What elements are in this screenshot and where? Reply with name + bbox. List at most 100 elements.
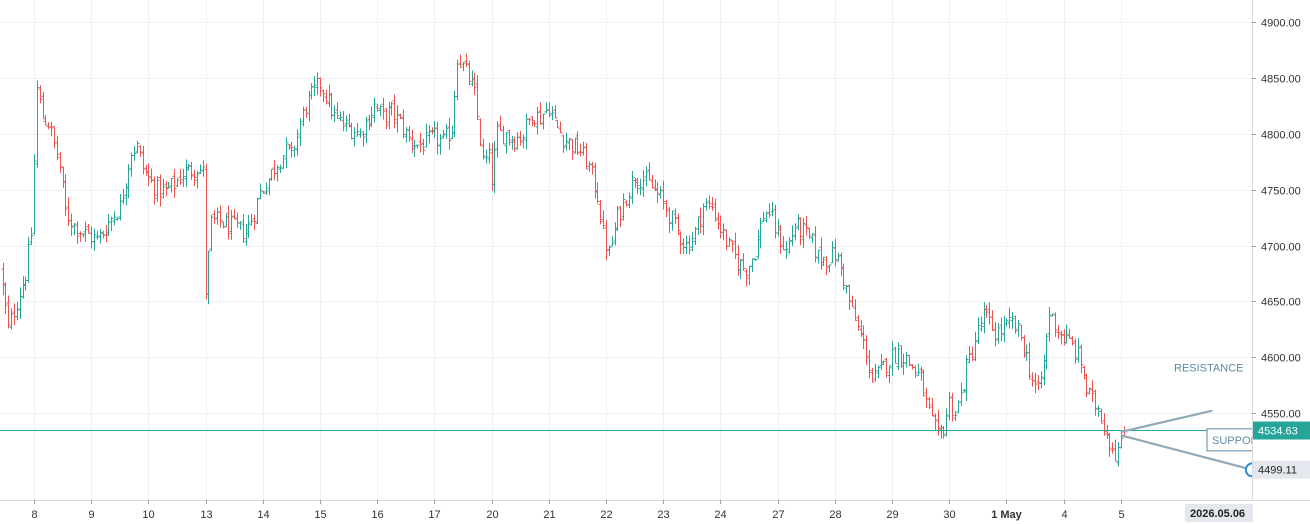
resistance-trendline[interactable] <box>1120 409 1213 433</box>
ohlc-bar <box>856 314 861 331</box>
ohlc-bar <box>6 295 11 329</box>
ohlc-bar <box>913 365 918 378</box>
ohlc-bar <box>833 238 838 267</box>
ohlc-bar <box>633 177 638 188</box>
ohlc-bar <box>507 129 512 146</box>
ohlc-bar <box>1050 313 1055 317</box>
ohlc-bar <box>212 210 217 224</box>
ohlc-bar <box>195 171 200 189</box>
ohlc-bar <box>181 168 186 187</box>
ohlc-bar <box>807 227 812 239</box>
support-label: SUPPORT <box>1212 435 1265 447</box>
ohlc-bar <box>184 159 189 187</box>
trendlines[interactable]: RESISTANCE SUPPORT <box>1120 363 1268 478</box>
x-tick-label: 27 <box>772 509 784 521</box>
ohlc-bar <box>166 181 171 189</box>
ohlc-bar <box>389 101 394 116</box>
ohlc-bar <box>375 103 380 112</box>
ohlc-bar <box>610 236 615 247</box>
ohlc-bar <box>435 121 440 155</box>
ohlc-bar <box>798 217 803 246</box>
ohlc-bar <box>438 134 443 155</box>
ohlc-bar <box>1059 330 1064 345</box>
ohlc-bar <box>512 136 517 152</box>
y-axis-panel[interactable] <box>1252 0 1310 500</box>
x-tick-label: 5 <box>1118 509 1124 521</box>
ohlc-bar <box>415 144 420 149</box>
ohlc-bar <box>944 408 949 437</box>
ohlc-bar <box>847 284 852 310</box>
ohlc-bar <box>990 310 995 332</box>
ohlc-bar <box>46 122 51 130</box>
ohlc-bar <box>372 97 377 123</box>
ohlc-bar <box>412 139 417 157</box>
ohlc-bar <box>378 104 383 117</box>
ohlc-bar <box>32 154 37 235</box>
ohlc-bar <box>26 236 31 283</box>
ohlc-bar <box>558 121 563 134</box>
x-tick-label: 9 <box>88 509 94 521</box>
ohlc-bar <box>844 285 849 294</box>
ohlc-bar <box>767 203 772 218</box>
ohlc-bar <box>1067 328 1072 339</box>
ohlc-bar <box>919 366 924 381</box>
ohlc-bar <box>927 397 932 409</box>
ohlc-bar <box>787 237 792 254</box>
ohlc-bar <box>730 240 735 253</box>
ohlc-bar <box>1036 374 1041 391</box>
ohlc-bar <box>575 131 580 155</box>
ohlc-bar <box>1107 432 1112 457</box>
ohlc-bar <box>395 105 400 133</box>
ohlc-bar <box>793 223 798 241</box>
ohlc-bar <box>146 163 151 187</box>
ohlc-bar <box>890 341 895 376</box>
ohlc-bar <box>604 220 609 261</box>
ohlc-bar <box>1002 315 1007 343</box>
ohlc-bar <box>984 304 989 318</box>
ohlc-bar <box>541 113 546 130</box>
ohlc-bar <box>49 121 54 137</box>
ohlc-bar <box>764 211 769 223</box>
ohlc-bar <box>821 256 826 266</box>
ohlc-bar <box>69 213 74 236</box>
ohlc-bar <box>1004 318 1009 327</box>
ohlc-bar <box>81 233 86 238</box>
ohlc-bar <box>189 161 194 180</box>
ohlc-bar <box>870 367 875 383</box>
ohlc-bar <box>432 120 437 138</box>
ohlc-bar <box>979 316 984 332</box>
ohlc-bar <box>221 221 226 229</box>
ohlc-bar <box>973 331 978 362</box>
ohlc-bar <box>621 193 626 221</box>
ohlc-bar <box>206 250 211 305</box>
ohlc-bar <box>595 182 600 204</box>
ohlc-bar <box>315 72 320 95</box>
ohlc-bar <box>1016 320 1021 337</box>
ohlc-bar <box>515 132 520 150</box>
ohlc-bar <box>696 216 701 236</box>
ohlc-bar <box>309 83 314 100</box>
ohlc-bar <box>55 136 60 161</box>
x-axis-ticks[interactable]: 8 9 10 13 14 15 16 17 20 21 22 23 24 27 28 29 30 1 May 4 5 <box>31 500 1125 521</box>
ohlc-bar <box>710 197 715 211</box>
ohlc-bar <box>704 197 709 211</box>
ohlc-bar <box>644 166 649 187</box>
ohlc-bar <box>1047 307 1052 342</box>
ohlc-bar <box>149 168 154 183</box>
ohlc-bar <box>590 161 595 175</box>
ohlc-bar <box>421 138 426 156</box>
ohlc-bar <box>736 245 741 276</box>
ohlc-bar <box>478 118 483 147</box>
x-tick-label: 29 <box>886 509 898 521</box>
ohlc-bar <box>667 207 672 234</box>
support-trendline[interactable] <box>1120 434 1253 471</box>
ohlc-bar <box>126 164 131 199</box>
ohlc-bar <box>987 302 992 325</box>
ohlc-bar <box>936 409 941 436</box>
ohlc-bar <box>249 213 254 226</box>
ohlc-bar <box>701 203 706 236</box>
ohlc-bar <box>884 357 889 378</box>
ohlc-bar <box>827 264 832 273</box>
